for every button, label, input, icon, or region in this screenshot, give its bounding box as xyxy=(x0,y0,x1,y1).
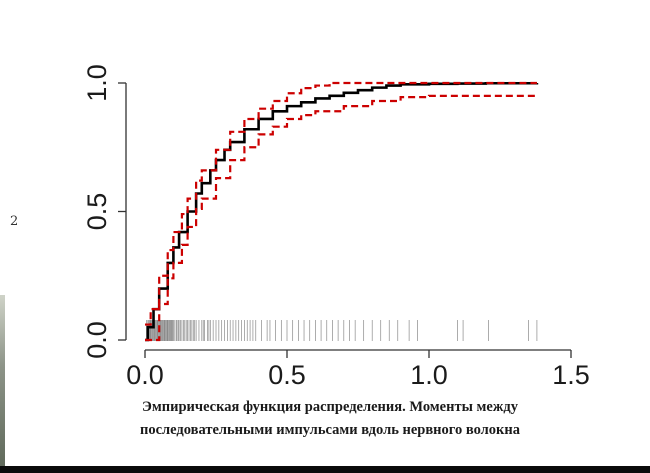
x-tick-label: 0.0 xyxy=(126,360,164,390)
y-tick-label: 0.5 xyxy=(82,193,112,231)
x-tick-label: 1.5 xyxy=(552,360,590,390)
left-edge-strip xyxy=(0,295,5,473)
caption-line-2: последовательными импульсами вдоль нервн… xyxy=(139,422,521,438)
x-ticks: 0.0 0.5 1.0 1.5 xyxy=(126,350,590,390)
y-tick-label: 1.0 xyxy=(82,64,112,102)
caption-line-1: Эмпирическая функция распределения. Моме… xyxy=(142,399,518,415)
x-tick-label: 0.5 xyxy=(268,360,306,390)
x-tick-label: 1.0 xyxy=(410,360,448,390)
ecdf-chart: 0.0 0.5 1.0 1.5 0.0 0.5 1.0 xyxy=(82,64,590,390)
series-group xyxy=(145,81,539,342)
rug xyxy=(146,320,538,341)
ecdf-line xyxy=(145,81,539,342)
margin-number: 2 xyxy=(10,214,19,229)
lower-band-line xyxy=(145,94,537,342)
figure-caption: Эмпирическая функция распределения. Моме… xyxy=(60,396,600,442)
upper-band-line xyxy=(145,81,537,326)
bottom-edge-strip xyxy=(0,466,650,473)
axes: 0.0 0.5 1.0 1.5 0.0 0.5 1.0 xyxy=(82,64,590,390)
y-tick-label: 0.0 xyxy=(82,321,112,359)
y-ticks: 0.0 0.5 1.0 xyxy=(82,64,126,359)
